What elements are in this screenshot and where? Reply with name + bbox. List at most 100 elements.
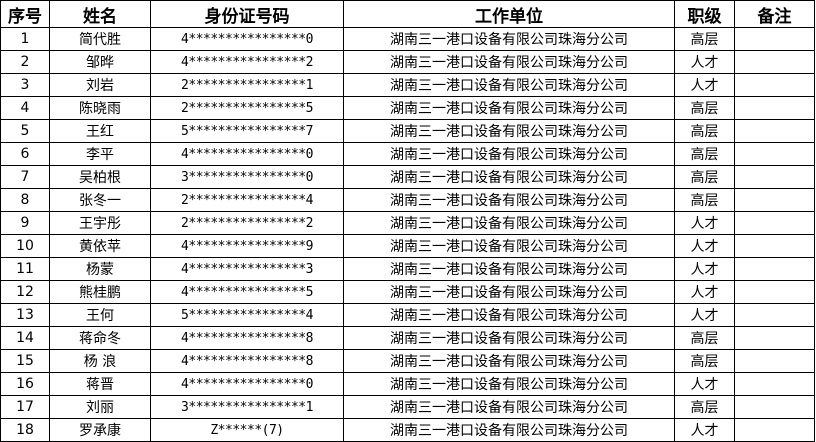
cell-no: 18 bbox=[0, 418, 50, 442]
cell-name: 杨 浪 bbox=[49, 349, 151, 373]
cell-name: 简代胜 bbox=[49, 27, 151, 51]
cell-work-unit: 湖南三一港口设备有限公司珠海分公司 bbox=[343, 27, 675, 51]
cell-note bbox=[734, 234, 815, 258]
cell-level: 高层 bbox=[674, 349, 735, 373]
cell-note bbox=[734, 165, 815, 189]
table-row: 6 李平 4****************0 湖南三一港口设备有限公司珠海分公司 高层 bbox=[0, 142, 815, 166]
table-row: 4 陈晓雨 2****************5 湖南三一港口设备有限公司珠海分公司高… bbox=[0, 96, 815, 120]
cell-name: 黄依苹 bbox=[49, 234, 151, 258]
cell-work-unit: 湖南三一港口设备有限公司珠海分公司 bbox=[343, 142, 675, 166]
cell-work-unit: 湖南三一港口设备有限公司珠海分公司 bbox=[343, 165, 675, 189]
cell-no: 16 bbox=[0, 372, 50, 396]
table-row: 9 王宇彤 2****************2 湖南三一港口设备有限公司珠海分公司人… bbox=[0, 211, 815, 235]
cell-name: 王宇彤 bbox=[49, 211, 151, 235]
cell-work-unit: 湖南三一港口设备有限公司珠海分公司 bbox=[343, 257, 675, 281]
cell-id-number: 2****************2 bbox=[150, 211, 344, 235]
cell-note bbox=[734, 326, 815, 350]
cell-name: 陈晓雨 bbox=[49, 96, 151, 120]
cell-work-unit: 湖南三一港口设备有限公司珠海分公司 bbox=[343, 303, 675, 327]
cell-id-number: 3****************1 bbox=[150, 395, 344, 419]
table-row: 17 刘丽 3****************1 湖南三一港口设备有限公司珠海分公司高… bbox=[0, 395, 815, 419]
cell-level: 人才 bbox=[674, 418, 735, 442]
cell-no: 12 bbox=[0, 280, 50, 304]
cell-work-unit: 湖南三一港口设备有限公司珠海分公司 bbox=[343, 73, 675, 97]
cell-note bbox=[734, 73, 815, 97]
cell-no: 7 bbox=[0, 165, 50, 189]
cell-note bbox=[734, 142, 815, 166]
table-row: 1 简代胜 4****************0 湖南三一港口设备有限公司珠海分公司高… bbox=[0, 27, 815, 51]
cell-id-number: 5****************4 bbox=[150, 303, 344, 327]
cell-no: 6 bbox=[0, 142, 50, 166]
cell-no: 8 bbox=[0, 188, 50, 212]
cell-no: 10 bbox=[0, 234, 50, 258]
cell-note bbox=[734, 349, 815, 373]
cell-note bbox=[734, 418, 815, 442]
cell-id-number: 3****************0 bbox=[150, 165, 344, 189]
table-row: 11 杨蒙 4****************3 湖南三一港口设备有限公司珠海分公司人… bbox=[0, 257, 815, 281]
cell-note bbox=[734, 188, 815, 212]
cell-work-unit: 湖南三一港口设备有限公司珠海分公司 bbox=[343, 119, 675, 143]
cell-note bbox=[734, 211, 815, 235]
cell-level: 高层 bbox=[674, 142, 735, 166]
table-row: 8 张冬一 2****************4 湖南三一港口设备有限公司珠海分公司高… bbox=[0, 188, 815, 212]
header-level: 职级 bbox=[674, 0, 735, 28]
cell-level: 高层 bbox=[674, 188, 735, 212]
cell-note bbox=[734, 27, 815, 51]
cell-no: 13 bbox=[0, 303, 50, 327]
cell-work-unit: 湖南三一港口设备有限公司珠海分公司 bbox=[343, 234, 675, 258]
cell-id-number: 2****************5 bbox=[150, 96, 344, 120]
cell-work-unit: 湖南三一港口设备有限公司珠海分公司 bbox=[343, 50, 675, 74]
cell-no: 17 bbox=[0, 395, 50, 419]
cell-note bbox=[734, 119, 815, 143]
header-row: 序号 姓名 身份证号码 工作单位 职级 备注 bbox=[0, 0, 815, 28]
cell-no: 4 bbox=[0, 96, 50, 120]
cell-level: 人才 bbox=[674, 211, 735, 235]
table-row: 2 邹晔 4****************2 湖南三一港口设备有限公司珠海分公司 人才 bbox=[0, 50, 815, 74]
table-row: 10 黄依苹 4****************9 湖南三一港口设备有限公司珠海分公司… bbox=[0, 234, 815, 258]
cell-no: 9 bbox=[0, 211, 50, 235]
cell-name: 王何 bbox=[49, 303, 151, 327]
cell-id-number: 4****************0 bbox=[150, 142, 344, 166]
cell-note bbox=[734, 257, 815, 281]
cell-name: 李平 bbox=[49, 142, 151, 166]
cell-name: 熊桂鹏 bbox=[49, 280, 151, 304]
cell-work-unit: 湖南三一港口设备有限公司珠海分公司 bbox=[343, 349, 675, 373]
cell-name: 王红 bbox=[49, 119, 151, 143]
cell-id-number: 2****************4 bbox=[150, 188, 344, 212]
cell-work-unit: 湖南三一港口设备有限公司珠海分公司 bbox=[343, 395, 675, 419]
cell-work-unit: 湖南三一港口设备有限公司珠海分公司 bbox=[343, 188, 675, 212]
cell-level: 人才 bbox=[674, 303, 735, 327]
header-no: 序号 bbox=[0, 0, 50, 28]
cell-id-number: 4****************8 bbox=[150, 326, 344, 350]
cell-name: 罗承康 bbox=[49, 418, 151, 442]
cell-work-unit: 湖南三一港口设备有限公司珠海分公司 bbox=[343, 280, 675, 304]
cell-level: 高层 bbox=[674, 96, 735, 120]
header-work-unit: 工作单位 bbox=[343, 0, 675, 28]
cell-note bbox=[734, 395, 815, 419]
cell-note bbox=[734, 96, 815, 120]
cell-level: 人才 bbox=[674, 280, 735, 304]
cell-note bbox=[734, 303, 815, 327]
cell-name: 张冬一 bbox=[49, 188, 151, 212]
table-row: 3 刘岩 2****************1 湖南三一港口设备有限公司珠海分公司 人才 bbox=[0, 73, 815, 97]
cell-id-number: 4****************2 bbox=[150, 50, 344, 74]
cell-level: 高层 bbox=[674, 326, 735, 350]
header-name: 姓名 bbox=[49, 0, 151, 28]
cell-level: 人才 bbox=[674, 372, 735, 396]
cell-work-unit: 湖南三一港口设备有限公司珠海分公司 bbox=[343, 211, 675, 235]
cell-work-unit: 湖南三一港口设备有限公司珠海分公司 bbox=[343, 418, 675, 442]
cell-id-number: 5****************7 bbox=[150, 119, 344, 143]
cell-name: 蒋命冬 bbox=[49, 326, 151, 350]
cell-level: 人才 bbox=[674, 50, 735, 74]
cell-id-number: 4****************3 bbox=[150, 257, 344, 281]
cell-level: 人才 bbox=[674, 73, 735, 97]
cell-no: 3 bbox=[0, 73, 50, 97]
cell-work-unit: 湖南三一港口设备有限公司珠海分公司 bbox=[343, 96, 675, 120]
table-row: 12 熊桂鹏 4****************5 湖南三一港口设备有限公司珠海分公司… bbox=[0, 280, 815, 304]
header-id-number: 身份证号码 bbox=[150, 0, 344, 28]
cell-id-number: Z******(7) bbox=[150, 418, 344, 442]
cell-no: 11 bbox=[0, 257, 50, 281]
table-row: 7 吴柏根 3****************0 湖南三一港口设备有限公司珠海分公司高… bbox=[0, 165, 815, 189]
table-row: 18 罗承康 Z******(7) 湖南三一港口设备有限公司珠海分公司 人才 bbox=[0, 418, 815, 442]
